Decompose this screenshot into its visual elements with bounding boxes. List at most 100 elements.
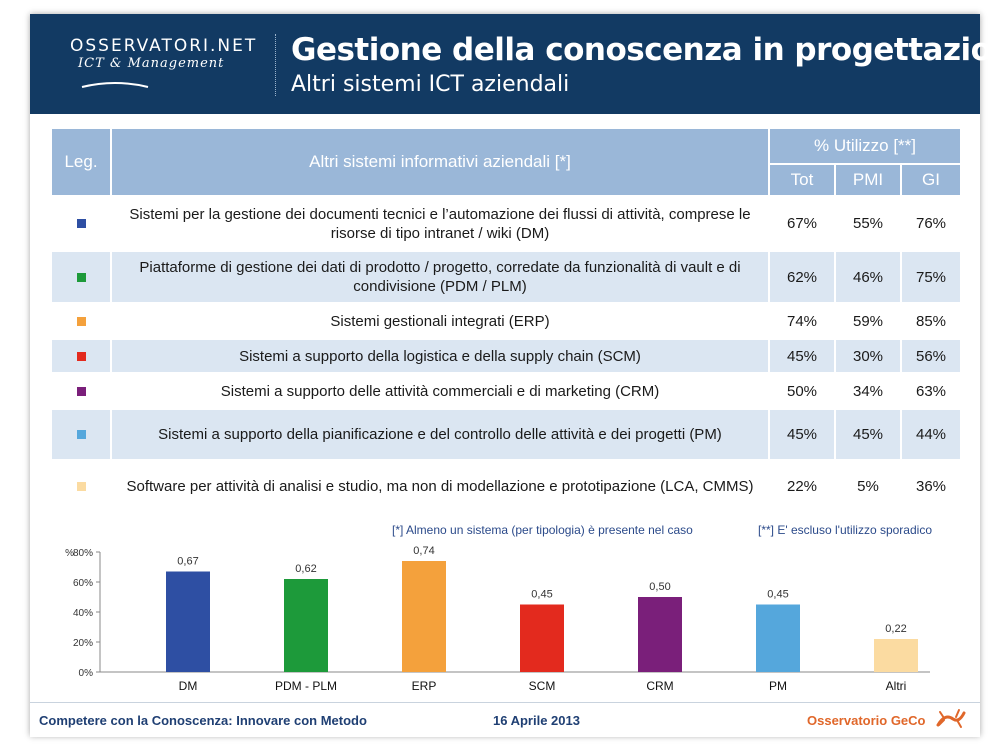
legend-swatch xyxy=(76,219,86,228)
value-tot: 67% xyxy=(770,197,834,250)
page-title: Gestione della conoscenza in progettazio… xyxy=(291,32,1000,68)
table-row: Sistemi a supporto della pianificazione … xyxy=(52,410,960,459)
table-row: Sistemi a supporto della logistica e del… xyxy=(52,340,960,372)
data-label: 0,50 xyxy=(649,581,670,593)
legend-swatch xyxy=(76,316,86,326)
header-banner: OSSERVATORI.NET ICT & Management Gestion… xyxy=(30,14,1000,114)
logo-tagline: ICT & Management xyxy=(78,56,225,71)
system-label: Sistemi gestionali integrati (ERP) xyxy=(112,304,768,338)
x-tick-label: SCM xyxy=(529,679,556,693)
legend-cell xyxy=(52,304,110,338)
system-label: Sistemi a supporto della logistica e del… xyxy=(112,340,768,372)
col-header-gi: GI xyxy=(902,165,960,195)
y-tick-label: 60% xyxy=(73,578,93,589)
value-gi: 63% xyxy=(902,374,960,408)
legend-swatch xyxy=(76,481,86,491)
x-tick-label: PM xyxy=(769,679,787,693)
value-pmi: 30% xyxy=(836,340,900,372)
bar-erp xyxy=(402,561,446,672)
data-label: 0,22 xyxy=(885,623,906,635)
value-gi: 36% xyxy=(902,461,960,511)
x-tick-label: ERP xyxy=(412,679,437,693)
slide: OSSERVATORI.NET ICT & Management Gestion… xyxy=(30,14,1000,737)
value-pmi: 46% xyxy=(836,252,900,302)
data-label: 0,45 xyxy=(767,589,788,601)
value-pmi: 45% xyxy=(836,410,900,459)
value-tot: 62% xyxy=(770,252,834,302)
bar-altri xyxy=(874,639,918,672)
y-tick-label: 20% xyxy=(73,638,93,649)
y-tick-label: 0% xyxy=(79,668,94,679)
system-label: Software per attività di analisi e studi… xyxy=(112,461,768,511)
y-tick-label: 40% xyxy=(73,608,93,619)
legend-swatch xyxy=(76,351,86,361)
col-header-leg: Leg. xyxy=(52,129,110,195)
col-header-tot: Tot xyxy=(770,165,834,195)
x-tick-label: PDM - PLM xyxy=(275,679,337,693)
value-tot: 45% xyxy=(770,340,834,372)
usage-bar-chart: 0% 20% 40% 60% 80%% 0,67 DM 0,62 PDM - PLM 0,74 ER… xyxy=(65,545,930,693)
legend-swatch xyxy=(76,386,86,396)
footer-slogan: Competere con la Conoscenza: Innovare co… xyxy=(39,713,367,728)
x-tick-label: Altri xyxy=(886,679,907,693)
table-row: Piattaforme di gestione dei dati di prod… xyxy=(52,252,960,302)
system-label: Sistemi per la gestione dei documenti te… xyxy=(112,197,768,250)
system-label: Piattaforme di gestione dei dati di prod… xyxy=(112,252,768,302)
data-label: 0,67 xyxy=(177,556,198,568)
value-pmi: 59% xyxy=(836,304,900,338)
system-label: Sistemi a supporto della pianificazione … xyxy=(112,410,768,459)
table-row: Sistemi per la gestione dei documenti te… xyxy=(52,197,960,250)
value-tot: 74% xyxy=(770,304,834,338)
value-gi: 56% xyxy=(902,340,960,372)
page-subtitle: Altri sistemi ICT aziendali xyxy=(291,72,570,97)
col-header-pmi: PMI xyxy=(836,165,900,195)
value-pmi: 34% xyxy=(836,374,900,408)
bar-dm xyxy=(166,571,210,672)
osservatori-logo: OSSERVATORI.NET ICT & Management xyxy=(70,36,258,88)
footer-date: 16 Aprile 2013 xyxy=(493,713,580,728)
table-row: Sistemi gestionali integrati (ERP) 74% 5… xyxy=(52,304,960,338)
legend-swatch xyxy=(76,430,86,439)
header-divider xyxy=(275,34,276,96)
value-gi: 44% xyxy=(902,410,960,459)
value-gi: 75% xyxy=(902,252,960,302)
note-usage: [**] E' escluso l'utilizzo sporadico xyxy=(758,523,932,537)
swoosh-icon xyxy=(81,82,149,88)
legend-cell xyxy=(52,410,110,459)
x-tick-label: CRM xyxy=(646,679,673,693)
x-tick-label: DM xyxy=(179,679,198,693)
bar-scm xyxy=(520,604,564,672)
col-header-system: Altri sistemi informativi aziendali [*] xyxy=(112,129,768,195)
data-label: 0,74 xyxy=(413,545,434,557)
logo-name: OSSERVATORI.NET xyxy=(70,36,258,56)
table-row: Sistemi a supporto delle attività commer… xyxy=(52,374,960,408)
legend-cell xyxy=(52,461,110,511)
footer-observatory: Osservatorio GeCo xyxy=(807,713,926,728)
col-header-usage: % Utilizzo [**] xyxy=(770,129,960,163)
data-label: 0,62 xyxy=(295,563,316,575)
value-tot: 45% xyxy=(770,410,834,459)
bar-crm xyxy=(638,597,682,672)
gecko-icon xyxy=(936,709,966,728)
value-tot: 50% xyxy=(770,374,834,408)
bar-pm xyxy=(756,604,800,672)
value-gi: 85% xyxy=(902,304,960,338)
system-label: Sistemi a supporto delle attività commer… xyxy=(112,374,768,408)
legend-cell xyxy=(52,340,110,372)
value-tot: 22% xyxy=(770,461,834,511)
footer: Competere con la Conoscenza: Innovare co… xyxy=(30,702,980,737)
legend-cell xyxy=(52,374,110,408)
y-tick-label: 80% xyxy=(73,548,93,559)
value-gi: 76% xyxy=(902,197,960,250)
bar-pdm-plm xyxy=(284,579,328,672)
systems-table: Leg. Altri sistemi informativi aziendali… xyxy=(50,127,962,513)
table-row: Software per attività di analisi e studi… xyxy=(52,461,960,511)
value-pmi: 5% xyxy=(836,461,900,511)
legend-cell xyxy=(52,197,110,250)
note-systems: [*] Almeno un sistema (per tipologia) è … xyxy=(392,523,693,537)
legend-swatch xyxy=(76,272,86,282)
legend-cell xyxy=(52,252,110,302)
value-pmi: 55% xyxy=(836,197,900,250)
y-axis-label: % xyxy=(65,548,74,559)
data-label: 0,45 xyxy=(531,589,552,601)
